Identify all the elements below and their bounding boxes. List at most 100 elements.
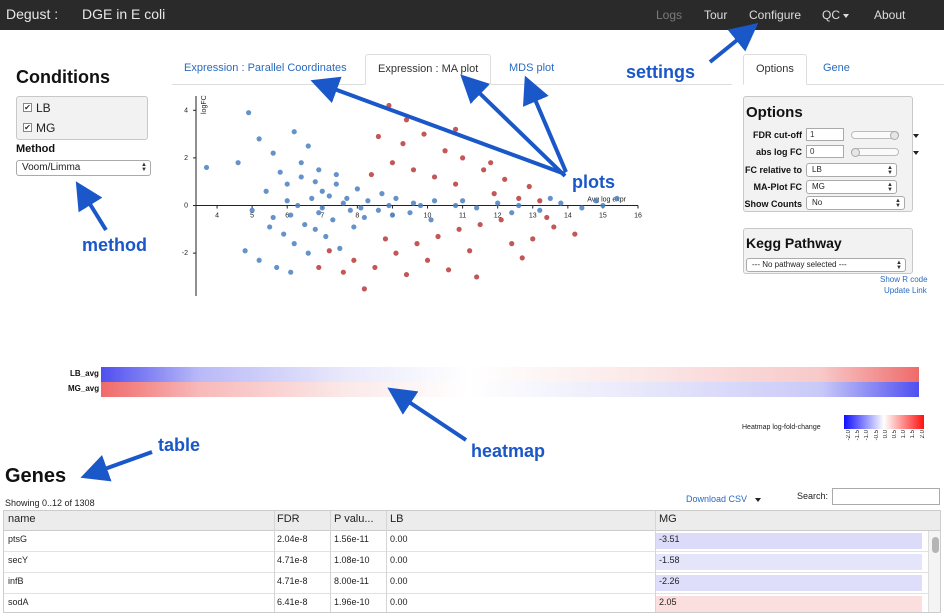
data-point — [403, 117, 410, 123]
kegg-title: Kegg Pathway — [746, 235, 842, 251]
fdr-slider[interactable] — [851, 131, 899, 140]
select-arrows-icon: ▲ ▼ — [887, 165, 893, 176]
update-link[interactable]: Update Link — [884, 286, 927, 295]
heatmap-row-mg[interactable] — [101, 382, 919, 397]
data-point — [495, 200, 501, 206]
condition-mg[interactable]: ✔ MG — [23, 121, 55, 135]
conditions-title: Conditions — [16, 67, 110, 87]
data-point — [281, 231, 287, 237]
conditions-box: ✔ LB ✔ MG — [16, 96, 148, 140]
tab-parallel-coordinates[interactable]: Expression : Parallel Coordinates — [184, 62, 347, 74]
x-tick-label: 4 — [215, 213, 219, 220]
slider-handle[interactable] — [851, 148, 860, 157]
nav-tour[interactable]: Tour — [704, 8, 728, 22]
table-row[interactable]: ptsG 2.04e-8 1.56e-11 0.00 -3.51 — [4, 531, 928, 552]
data-point — [361, 214, 367, 221]
fc-relative-select[interactable]: LB ▲ ▼ — [806, 163, 897, 177]
ma-plot-fc-select[interactable]: MG ▲ ▼ — [806, 180, 897, 194]
data-point — [333, 171, 339, 178]
tab-mds-plot[interactable]: MDS plot — [509, 62, 555, 74]
slider-handle[interactable] — [890, 131, 899, 140]
data-point — [547, 195, 553, 201]
method-select[interactable]: Voom/Limma ▲ ▼ — [16, 160, 151, 176]
data-point — [452, 126, 459, 132]
table-row[interactable]: secY 4.71e-8 1.08e-10 0.00 -1.58 — [4, 552, 928, 573]
scrollbar-thumb[interactable] — [932, 537, 939, 553]
data-point — [340, 200, 346, 206]
show-r-code-link[interactable]: Show R code — [880, 275, 928, 284]
chevron-down-icon[interactable] — [913, 151, 919, 155]
column-header-pvalue[interactable]: P valu... — [334, 513, 374, 525]
download-csv[interactable]: Download CSV — [686, 494, 762, 504]
column-header-fdr[interactable]: FDR — [277, 513, 300, 525]
nav-about[interactable]: About — [874, 8, 906, 22]
data-point — [516, 202, 522, 209]
fc-relative-value: LB — [812, 165, 822, 174]
condition-lb[interactable]: ✔ LB — [23, 101, 51, 115]
abs-logfc-label: abs log FC — [755, 147, 802, 157]
x-axis-label: Avg log expr — [587, 197, 626, 204]
data-point — [544, 214, 550, 221]
kegg-pathway-select[interactable]: --- No pathway selected --- ▲ ▼ — [746, 258, 906, 272]
nav-configure[interactable]: Configure — [749, 8, 802, 22]
select-arrows-icon: ▲ ▼ — [896, 260, 902, 271]
method-label: Method — [16, 143, 56, 155]
cell-fdr: 2.04e-8 — [277, 534, 308, 544]
search-input[interactable] — [832, 488, 940, 505]
abs-logfc-slider[interactable] — [851, 148, 899, 157]
data-point — [600, 202, 606, 209]
legend-tick-label: -1.0 — [864, 430, 871, 441]
tab-ma-plot[interactable]: Expression : MA plot — [365, 54, 492, 85]
show-counts-select[interactable]: No ▲ ▼ — [806, 196, 905, 210]
data-point — [537, 198, 543, 204]
checkbox-checked-icon[interactable]: ✔ — [23, 103, 32, 113]
legend-tick-label: 0.0 — [882, 430, 889, 439]
data-point — [389, 160, 396, 166]
column-header-name[interactable]: name — [8, 513, 36, 525]
data-point — [400, 141, 406, 147]
table-header: name FDR P valu... LB MG — [4, 511, 940, 531]
app-brand[interactable]: Degust : — [6, 6, 59, 22]
data-point — [386, 202, 392, 209]
chevron-down-icon[interactable] — [913, 134, 919, 138]
annotation-settings: settings — [626, 62, 696, 82]
arrow-to-table — [80, 450, 153, 482]
tab-options[interactable]: Options — [743, 54, 807, 85]
abs-logfc-input[interactable]: 0 — [806, 145, 844, 158]
data-point — [393, 250, 399, 256]
cell-pvalue: 1.56e-11 — [334, 534, 369, 544]
data-point — [509, 210, 515, 216]
data-point — [284, 198, 290, 204]
checkbox-checked-icon[interactable]: ✔ — [23, 123, 32, 133]
y-tick-label: -2 — [182, 250, 188, 257]
nav-qc[interactable]: QC — [822, 8, 849, 22]
show-counts-label: Show Counts — [744, 199, 803, 209]
legend-tick-label: 2.0 — [919, 430, 926, 439]
nav-logs[interactable]: Logs — [656, 8, 683, 22]
fdr-cutoff-input[interactable]: 1 — [806, 128, 844, 141]
select-arrows-icon: ▲ ▼ — [895, 198, 901, 209]
data-point — [302, 221, 308, 228]
table-row[interactable]: sodA 6.41e-8 1.96e-10 0.00 2.05 — [4, 594, 928, 612]
column-header-lb[interactable]: LB — [390, 513, 404, 525]
data-point — [407, 210, 413, 216]
data-point — [382, 236, 389, 242]
data-point — [319, 205, 325, 211]
table-scrollbar[interactable] — [928, 531, 940, 612]
tab-gene[interactable]: Gene — [823, 62, 850, 74]
legend-tick-label: 0.5 — [892, 430, 898, 439]
navbar: Degust : DGE in E coli Logs Tour Configu… — [0, 0, 944, 30]
fc-relative-label: FC relative to — [744, 165, 802, 175]
data-point — [428, 217, 434, 223]
data-point — [474, 205, 480, 211]
data-point — [337, 245, 343, 251]
y-tick-label: 4 — [184, 107, 188, 114]
data-point — [270, 214, 276, 221]
column-header-mg[interactable]: MG — [659, 513, 677, 525]
heatmap-row-lb[interactable] — [101, 367, 919, 382]
cell-mg: -1.58 — [659, 555, 680, 565]
data-point — [593, 198, 599, 204]
data-point — [347, 207, 353, 213]
x-tick-label: 13 — [529, 213, 537, 220]
table-row[interactable]: infB 4.71e-8 8.00e-11 0.00 -2.26 — [4, 573, 928, 594]
